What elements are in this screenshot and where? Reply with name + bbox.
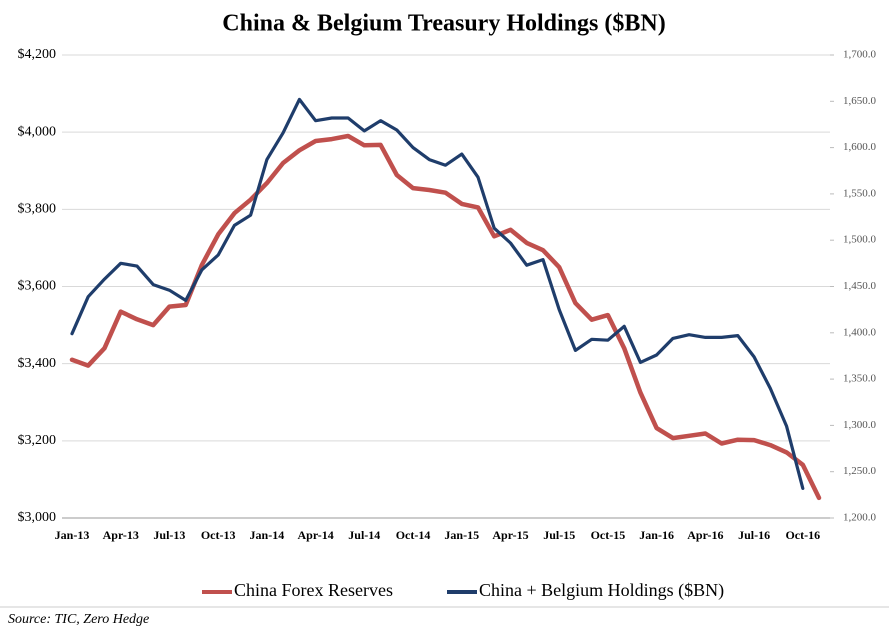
y2-tick-label: 1,350.0 xyxy=(843,373,877,385)
y-tick-label: $3,800 xyxy=(18,202,57,217)
x-tick-label: Jul-13 xyxy=(153,528,185,542)
source: Source: TIC, Zero Hedge xyxy=(8,612,149,627)
x-tick-label: Oct-16 xyxy=(785,528,820,542)
y-tick-label: $3,600 xyxy=(18,279,57,294)
x-tick-label: Jul-15 xyxy=(543,528,575,542)
x-tick-label: Oct-13 xyxy=(201,528,236,542)
y2-tick-label: 1,500.0 xyxy=(843,234,877,246)
x-tick-label: Jan-16 xyxy=(639,528,674,542)
y2-tick-label: 1,250.0 xyxy=(843,465,877,477)
y2-tick-label: 1,200.0 xyxy=(843,512,877,524)
y2-tick-label: 1,300.0 xyxy=(843,419,877,431)
y-tick-label: $4,200 xyxy=(18,47,57,62)
x-tick-label: Oct-14 xyxy=(396,528,431,542)
chart-title: China & Belgium Treasury Holdings ($BN) xyxy=(222,11,665,37)
x-tick-label: Apr-13 xyxy=(103,528,139,542)
legend-label: China Forex Reserves xyxy=(234,580,393,600)
y-tick-label: $3,000 xyxy=(18,510,57,525)
y-tick-label: $3,400 xyxy=(18,356,57,371)
x-tick-label: Apr-16 xyxy=(687,528,723,542)
y2-tick-label: 1,600.0 xyxy=(843,141,877,153)
y2-tick-label: 1,700.0 xyxy=(843,49,877,61)
x-tick-label: Apr-15 xyxy=(492,528,528,542)
x-tick-label: Jan-13 xyxy=(55,528,90,542)
y-tick-label: $4,000 xyxy=(18,124,57,139)
x-tick-label: Jan-14 xyxy=(250,528,285,542)
y2-tick-label: 1,400.0 xyxy=(843,326,877,338)
y2-tick-label: 1,450.0 xyxy=(843,280,877,292)
x-tick-label: Jul-14 xyxy=(348,528,380,542)
x-tick-label: Jul-16 xyxy=(738,528,770,542)
series-line xyxy=(70,97,805,490)
x-tick-label: Jan-15 xyxy=(444,528,479,542)
y2-tick-label: 1,650.0 xyxy=(843,95,877,107)
x-tick-label: Oct-15 xyxy=(591,528,626,542)
legend-label: China + Belgium Holdings ($BN) xyxy=(479,580,724,601)
y2-tick-label: 1,550.0 xyxy=(843,187,877,199)
x-tick-label: Apr-14 xyxy=(297,528,333,542)
y-tick-label: $3,200 xyxy=(18,433,57,448)
